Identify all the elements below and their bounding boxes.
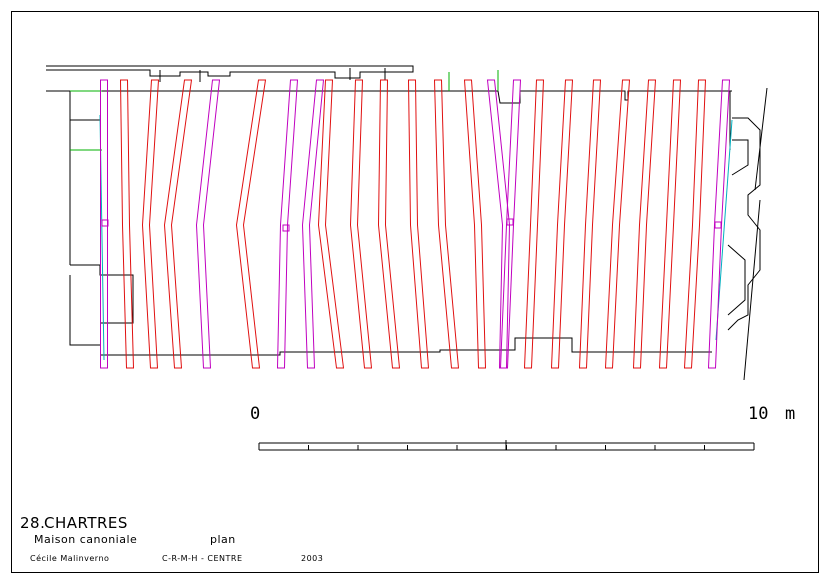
beam-marker	[506, 218, 514, 226]
survey-markers	[70, 70, 733, 361]
joist	[658, 79, 682, 369]
scale-bar	[258, 440, 755, 451]
drawing-frame	[11, 11, 819, 573]
drawing-type: plan	[210, 533, 236, 546]
joist	[632, 79, 657, 369]
joist	[407, 79, 430, 369]
beam	[195, 79, 221, 369]
joist	[317, 79, 345, 369]
building-subtitle: Maison canoniale	[34, 533, 138, 546]
scale-unit-label: m	[785, 404, 796, 424]
joist	[683, 79, 707, 369]
beam	[499, 79, 522, 369]
joist	[463, 79, 487, 369]
plate-number: 28.	[20, 514, 46, 532]
joist	[349, 79, 373, 369]
joist	[235, 79, 267, 369]
beam	[276, 79, 299, 369]
beam-marker	[101, 219, 109, 227]
author-name: Cécile Malinverno	[30, 554, 110, 563]
joist	[604, 79, 631, 369]
city-title: CHARTRES	[44, 514, 128, 532]
beam	[100, 79, 108, 369]
organization-name: C-R-M-H - CENTRE	[162, 554, 243, 563]
scale-end-label: 10	[748, 404, 769, 424]
joist	[163, 79, 193, 369]
joist	[523, 79, 545, 369]
joist	[141, 79, 160, 369]
joist	[550, 79, 574, 369]
joist	[119, 79, 135, 369]
wall-outline	[46, 65, 768, 381]
beam-marker	[282, 224, 290, 232]
beam-marker	[714, 221, 722, 229]
joist-layer	[100, 79, 731, 369]
beam	[301, 79, 325, 369]
scale-start-label: 0	[250, 404, 261, 424]
joist	[433, 79, 460, 369]
drawing-year: 2003	[301, 554, 324, 563]
joist	[578, 79, 602, 369]
title-block: 28. CHARTRES Maison canoniale plan Cécil…	[12, 506, 366, 572]
joist	[377, 79, 401, 369]
beam	[707, 79, 731, 369]
